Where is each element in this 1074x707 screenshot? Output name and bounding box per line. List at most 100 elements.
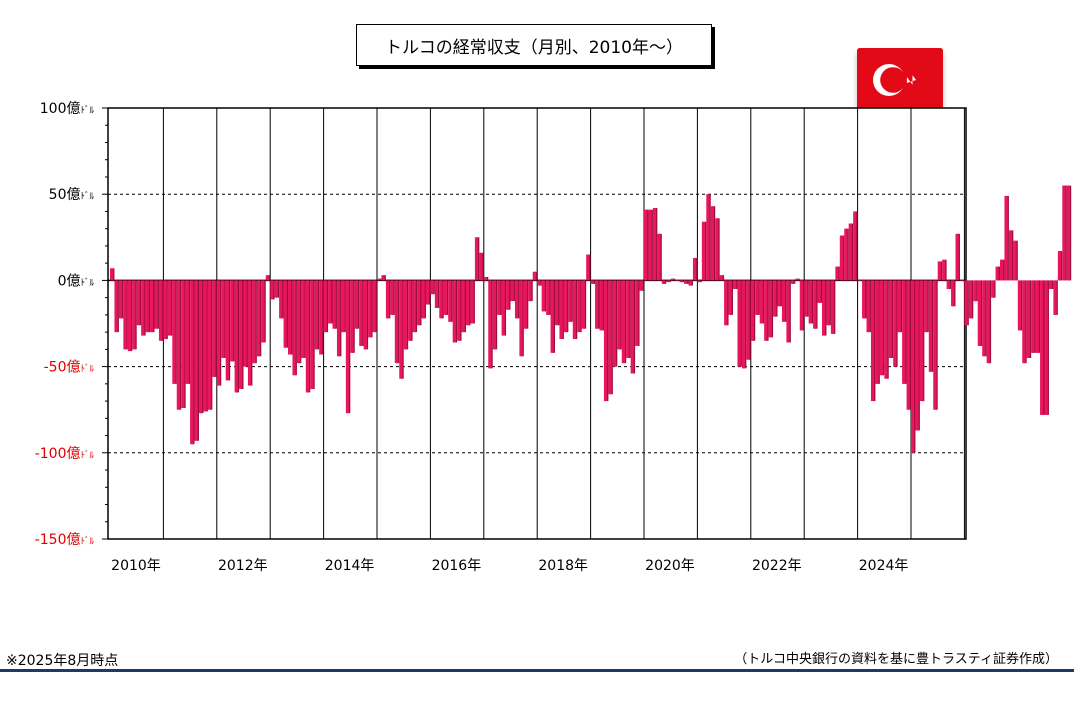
bar bbox=[270, 280, 274, 300]
bar bbox=[172, 280, 176, 384]
bar bbox=[799, 280, 803, 331]
bar bbox=[781, 280, 786, 322]
bar bbox=[804, 280, 808, 317]
bar bbox=[132, 280, 136, 350]
bar bbox=[403, 280, 407, 350]
bar bbox=[813, 280, 817, 329]
bar bbox=[621, 280, 625, 364]
bar bbox=[679, 280, 683, 283]
bar bbox=[964, 280, 968, 326]
bar bbox=[448, 280, 452, 322]
bar bbox=[541, 280, 545, 312]
bar bbox=[692, 257, 697, 281]
bar bbox=[381, 275, 385, 281]
bar bbox=[1035, 280, 1039, 353]
bar bbox=[897, 280, 901, 333]
bar bbox=[492, 280, 496, 350]
bar bbox=[1048, 280, 1053, 290]
bar bbox=[1053, 280, 1057, 315]
bar bbox=[363, 280, 367, 350]
bar bbox=[617, 280, 621, 350]
bar bbox=[497, 280, 501, 315]
bar bbox=[154, 280, 158, 329]
bar bbox=[737, 280, 741, 367]
bar bbox=[483, 276, 488, 281]
bar bbox=[764, 280, 768, 341]
bar bbox=[434, 280, 439, 308]
bar bbox=[808, 280, 812, 324]
bar bbox=[417, 280, 421, 326]
bar bbox=[924, 280, 928, 333]
bar bbox=[577, 280, 581, 333]
bar bbox=[230, 280, 234, 362]
bar bbox=[283, 280, 287, 348]
bar bbox=[150, 280, 154, 333]
bar bbox=[586, 254, 590, 281]
bar bbox=[1013, 240, 1017, 281]
bar bbox=[559, 280, 563, 340]
bar bbox=[506, 280, 510, 310]
bar bbox=[1004, 195, 1008, 281]
bar bbox=[1000, 259, 1004, 281]
bar bbox=[123, 280, 127, 350]
bar bbox=[216, 280, 221, 386]
bar bbox=[114, 280, 118, 333]
bar bbox=[915, 280, 919, 431]
bar bbox=[425, 280, 430, 305]
bar bbox=[323, 280, 327, 333]
bar bbox=[719, 275, 723, 281]
x-tick-label: 2024年 bbox=[859, 558, 909, 574]
bar bbox=[519, 280, 523, 357]
bar bbox=[528, 280, 532, 302]
bar bbox=[537, 280, 541, 286]
bar bbox=[256, 280, 261, 357]
bar bbox=[626, 280, 630, 358]
bar bbox=[746, 280, 750, 360]
bar bbox=[354, 280, 358, 329]
bar bbox=[639, 280, 643, 291]
bar bbox=[470, 280, 474, 324]
bar bbox=[265, 275, 269, 281]
bar bbox=[385, 280, 390, 319]
bar bbox=[977, 280, 981, 346]
bar bbox=[684, 280, 688, 284]
bar bbox=[982, 280, 986, 357]
bar bbox=[844, 228, 848, 281]
x-tick-label: 2012年 bbox=[218, 558, 268, 574]
bar bbox=[127, 280, 132, 352]
bar bbox=[857, 280, 861, 281]
bar bbox=[630, 280, 634, 374]
bar bbox=[412, 280, 416, 333]
bar bbox=[906, 280, 910, 410]
bar bbox=[301, 280, 305, 358]
bar bbox=[893, 280, 897, 367]
bar bbox=[199, 280, 203, 414]
bar bbox=[697, 280, 701, 283]
bar bbox=[768, 280, 772, 338]
bar bbox=[888, 280, 892, 358]
bar bbox=[523, 280, 528, 329]
bar bbox=[933, 280, 937, 410]
bar bbox=[724, 280, 728, 326]
bar bbox=[590, 280, 594, 284]
bar bbox=[532, 271, 536, 281]
bar bbox=[474, 237, 479, 281]
bar bbox=[741, 280, 746, 369]
x-axis-ticks: 2010年 2012年 2014年 2016年 2018年 2020年 2022年 2024年 bbox=[111, 558, 908, 574]
bar bbox=[750, 280, 755, 341]
bar bbox=[274, 280, 278, 298]
bar bbox=[759, 280, 763, 324]
bar bbox=[368, 280, 372, 338]
bar bbox=[399, 280, 403, 379]
bar bbox=[790, 280, 795, 284]
bar bbox=[928, 280, 933, 372]
bar bbox=[394, 280, 399, 364]
bar bbox=[252, 280, 256, 364]
bar bbox=[635, 280, 639, 346]
x-tick-label: 2018年 bbox=[538, 558, 588, 574]
source-note: （トルコ中央銀行の資料を基に豊トラスティ証券作成） bbox=[734, 652, 1058, 667]
x-tick-label: 2020年 bbox=[645, 558, 695, 574]
bar bbox=[648, 209, 652, 281]
bar bbox=[163, 280, 167, 340]
bar bbox=[839, 235, 844, 281]
